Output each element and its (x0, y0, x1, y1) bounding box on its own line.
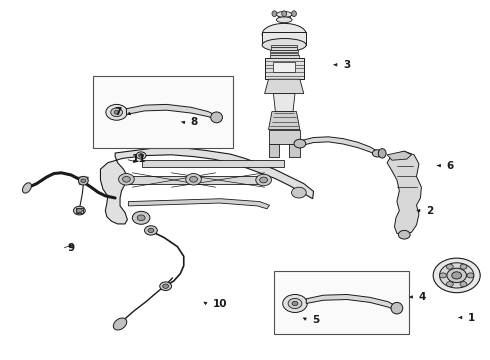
Ellipse shape (433, 258, 480, 293)
Ellipse shape (211, 112, 222, 123)
Ellipse shape (447, 268, 466, 283)
Polygon shape (78, 177, 88, 184)
Polygon shape (289, 144, 300, 157)
Polygon shape (306, 294, 396, 311)
Polygon shape (128, 176, 265, 184)
Ellipse shape (136, 152, 146, 159)
Ellipse shape (78, 176, 88, 185)
Polygon shape (271, 45, 297, 47)
Polygon shape (265, 58, 304, 79)
Polygon shape (269, 130, 300, 144)
Polygon shape (273, 94, 295, 112)
Ellipse shape (262, 39, 306, 51)
Ellipse shape (186, 174, 201, 185)
Ellipse shape (294, 139, 306, 148)
Text: 4: 4 (419, 292, 426, 302)
Polygon shape (265, 79, 304, 94)
Text: 3: 3 (343, 60, 350, 70)
Ellipse shape (111, 108, 122, 117)
Polygon shape (142, 160, 284, 167)
Text: 11: 11 (131, 154, 146, 164)
Ellipse shape (292, 301, 298, 306)
Ellipse shape (467, 273, 474, 278)
Bar (93, 76, 233, 148)
Ellipse shape (114, 111, 119, 114)
Ellipse shape (74, 206, 85, 215)
Polygon shape (387, 151, 412, 160)
Ellipse shape (372, 150, 382, 157)
Polygon shape (128, 199, 270, 209)
Polygon shape (76, 208, 83, 213)
Ellipse shape (460, 282, 467, 287)
Ellipse shape (378, 149, 386, 158)
Polygon shape (270, 55, 299, 58)
Ellipse shape (440, 273, 446, 278)
Polygon shape (387, 151, 421, 235)
Ellipse shape (446, 282, 453, 287)
Polygon shape (126, 104, 216, 120)
Ellipse shape (137, 215, 145, 221)
Bar (273, 62, 295, 72)
Polygon shape (299, 137, 377, 156)
Ellipse shape (160, 282, 172, 291)
Ellipse shape (272, 11, 277, 17)
Ellipse shape (145, 226, 157, 235)
Ellipse shape (190, 176, 197, 182)
Ellipse shape (132, 211, 150, 224)
Text: 8: 8 (190, 117, 197, 127)
Ellipse shape (122, 176, 130, 182)
Ellipse shape (288, 298, 302, 309)
Polygon shape (100, 148, 314, 224)
Ellipse shape (148, 228, 154, 233)
Ellipse shape (262, 23, 306, 45)
Text: 10: 10 (213, 299, 228, 309)
Ellipse shape (292, 187, 306, 198)
Ellipse shape (452, 272, 462, 279)
Ellipse shape (276, 17, 292, 23)
Polygon shape (262, 32, 306, 45)
Ellipse shape (81, 179, 86, 183)
Text: 2: 2 (426, 206, 434, 216)
Ellipse shape (292, 11, 296, 17)
Text: 1: 1 (468, 312, 475, 323)
Text: 6: 6 (446, 161, 453, 171)
Ellipse shape (256, 174, 271, 186)
Ellipse shape (260, 177, 268, 183)
Polygon shape (271, 47, 297, 49)
Ellipse shape (398, 230, 410, 239)
Ellipse shape (283, 294, 307, 312)
Ellipse shape (119, 174, 134, 185)
Ellipse shape (276, 12, 292, 17)
Polygon shape (270, 50, 298, 52)
Ellipse shape (23, 183, 31, 193)
Ellipse shape (139, 154, 144, 157)
Ellipse shape (391, 302, 403, 314)
Ellipse shape (106, 104, 127, 120)
Ellipse shape (460, 264, 467, 269)
Polygon shape (278, 14, 290, 20)
Polygon shape (269, 112, 300, 130)
Ellipse shape (440, 263, 474, 288)
Ellipse shape (163, 284, 169, 288)
Text: 9: 9 (68, 243, 75, 253)
Polygon shape (269, 144, 279, 157)
Ellipse shape (282, 11, 287, 17)
Ellipse shape (76, 208, 82, 213)
Ellipse shape (113, 318, 127, 330)
Polygon shape (270, 53, 298, 55)
Text: 5: 5 (313, 315, 320, 325)
Text: 7: 7 (114, 107, 122, 117)
Bar (274, 271, 409, 334)
Ellipse shape (446, 264, 453, 269)
